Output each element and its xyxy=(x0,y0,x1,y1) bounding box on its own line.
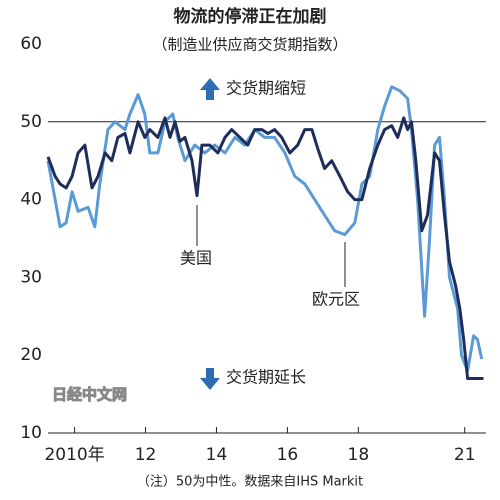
y-tick-label: 40 xyxy=(20,190,42,210)
series-line xyxy=(46,116,484,380)
x-tick-label: 18 xyxy=(348,445,370,465)
chart-title: 物流的停滞正在加剧 xyxy=(174,6,327,27)
chart-subtitle: （制造业供应商交货期指数） xyxy=(152,36,347,54)
annotation: 美国 xyxy=(180,249,212,268)
y-tick-label: 20 xyxy=(20,345,42,365)
y-tick-label: 60 xyxy=(20,34,42,54)
x-tick-label: 12 xyxy=(135,445,157,465)
y-tick-label: 30 xyxy=(20,267,42,287)
annotation: 交货期延长 xyxy=(226,368,306,387)
annotation: 交货期缩短 xyxy=(226,79,306,98)
x-tick-label: 14 xyxy=(206,445,228,465)
y-tick-label: 10 xyxy=(20,423,42,443)
series-line xyxy=(46,85,484,373)
note: （注）50为中性。数据来自IHS Markit xyxy=(137,475,363,490)
up-arrow xyxy=(200,78,220,100)
annotation: 欧元区 xyxy=(312,290,360,309)
down-arrow xyxy=(200,368,220,390)
x-tick-label: 16 xyxy=(277,445,299,465)
x-tick-label: 2010年 xyxy=(44,445,104,465)
watermark: 日经中文网 xyxy=(52,386,127,404)
y-tick-label: 50 xyxy=(20,112,42,132)
x-tick-label: 21 xyxy=(454,445,476,465)
